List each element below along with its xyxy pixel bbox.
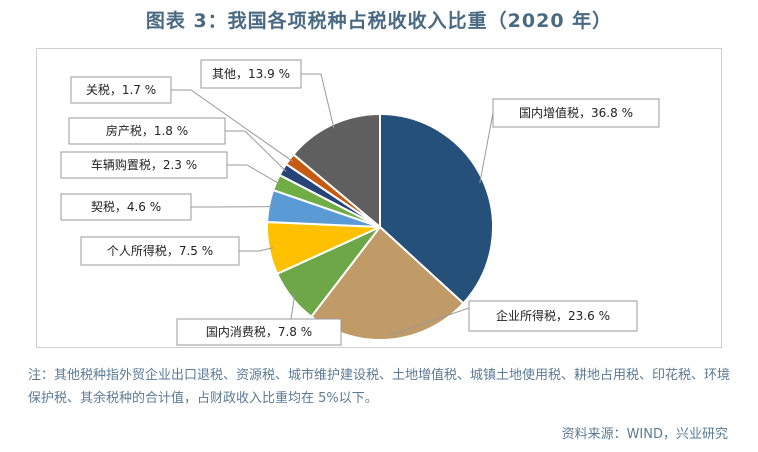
pie-slice-8 (291, 112, 381, 230)
data-label-3: 个人所得税，7.5 % (107, 243, 213, 258)
data-label-box-8 (200, 59, 302, 89)
data-label-box-4 (60, 193, 192, 221)
data-label-box-5 (60, 151, 228, 179)
data-label-box-1 (468, 300, 638, 332)
chart-source: 资料来源：WIND，兴业研究 (561, 427, 728, 442)
chart-frame: 国内增值税，36.8 % 企业所得税，23.6 % 国内消费税，7.8 % 个人所得税… (36, 48, 722, 348)
data-label-box-7 (70, 76, 172, 104)
pie-slice-0 (379, 112, 494, 305)
leader-line-7 (171, 89, 294, 162)
data-label-0: 国内增值税，36.8 % (519, 105, 633, 120)
leader-line-5 (227, 164, 281, 185)
data-label-box-3 (80, 236, 240, 266)
data-label-7: 关税，1.7 % (86, 83, 156, 97)
data-label-5: 车辆购置税，2.3 % (91, 157, 197, 172)
chart-title: 图表 3：我国各项税种占税收收入比重（2020 年） (145, 10, 613, 32)
data-label-6: 房产税，1.8 % (106, 123, 188, 138)
data-label-4: 契税，4.6 % (91, 200, 161, 214)
chart-note: 注：其他税种指外贸企业出口退税、资源税、城市维护建设税、土地增值税、城镇土地使用… (28, 368, 731, 406)
data-label-1: 企业所得税，23.6 % (496, 308, 610, 323)
pie-chart: 国内增值税，36.8 % 企业所得税，23.6 % 国内消费税，7.8 % 个人所得税… (60, 59, 660, 346)
leader-line-8 (301, 73, 335, 129)
leader-line-6 (225, 130, 287, 172)
data-label-2: 国内消费税，7.8 % (206, 325, 312, 339)
data-label-box-0 (492, 98, 660, 128)
data-label-box-2 (176, 318, 342, 346)
leader-line-0 (479, 112, 494, 184)
data-label-box-6 (68, 117, 226, 145)
leader-line-2 (290, 294, 296, 320)
data-label-8: 其他，13.9 % (212, 67, 290, 81)
leader-line-3 (239, 247, 274, 252)
